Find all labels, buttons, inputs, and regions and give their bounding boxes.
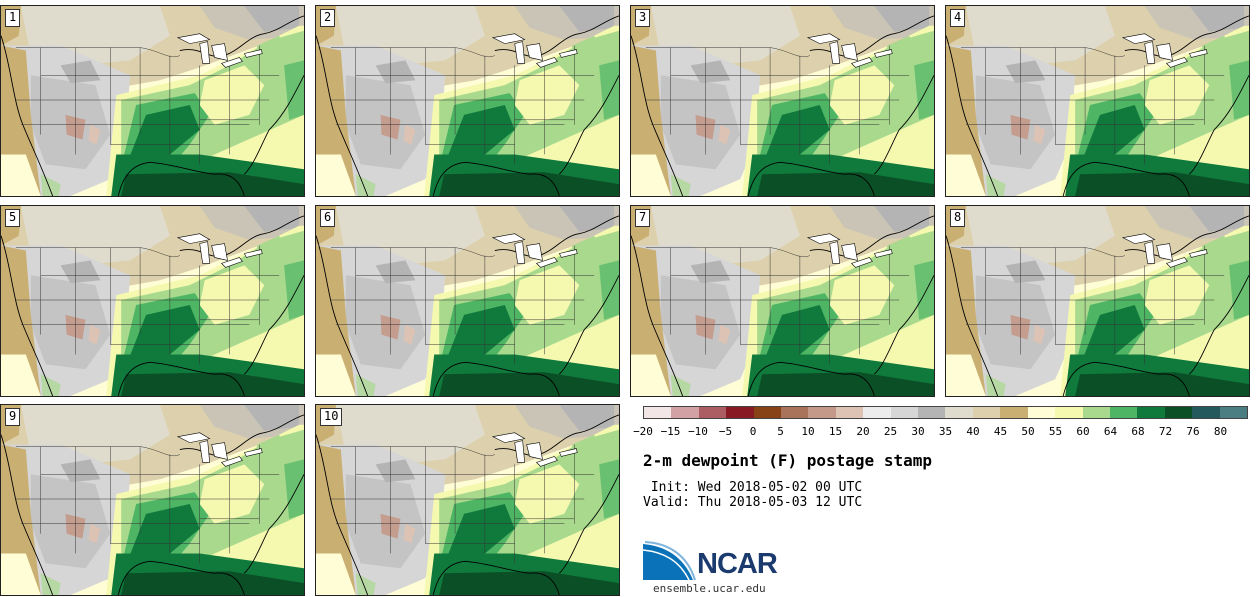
colorbar-swatch [726,407,754,418]
colorbar-tick: 40 [966,425,980,438]
member-map-panel[interactable]: 7 [630,205,935,397]
colorbar-tick: −15 [660,425,681,438]
member-number-label: 9 [5,408,21,426]
colorbar-tick-labels: −20 −15 −10 −5 0 5 10 15 20 25 30 35 40 45 50 55 60 64 68 7… [633,425,1248,439]
dewpoint-map [316,405,619,595]
member-number-label: 10 [320,408,343,426]
colorbar-tick: 50 [1021,425,1035,438]
colorbar-swatch [1055,407,1083,418]
colorbar-swatch [1000,407,1028,418]
colorbar-tick: 60 [1076,425,1090,438]
member-map-panel[interactable]: 10 [315,404,620,596]
dewpoint-map [631,206,934,396]
dewpoint-map [946,6,1249,196]
init-time: Init: Wed 2018-05-02 00 UTC [643,480,863,495]
dewpoint-map [1,6,304,196]
colorbar-swatch [1109,407,1138,418]
dewpoint-map [631,6,934,196]
member-map-panel[interactable]: 4 [945,5,1250,197]
colorbar-tick: 72 [1158,425,1173,438]
member-map-panel[interactable]: 8 [945,205,1250,397]
dewpoint-map [316,206,619,396]
colorbar-tick: 25 [883,425,898,438]
member-map-panel[interactable]: 3 [630,5,935,197]
member-number-label: 4 [950,9,966,27]
colorbar-swatch [781,407,809,418]
colorbar-swatch [1219,407,1247,418]
ncar-logo-text: NCAR [697,548,778,580]
member-map-panel[interactable]: 6 [315,205,620,397]
member-map-panel[interactable]: 5 [0,205,305,397]
ncar-logo [643,541,696,581]
colorbar-swatch [1192,407,1220,418]
colorbar-tick: −10 [688,425,708,438]
colorbar-tick: −5 [718,425,733,438]
colorbar-swatch [1027,407,1056,418]
colorbar-tick: 68 [1131,425,1145,438]
dewpoint-colorbar [643,406,1248,419]
colorbar-swatch [890,407,919,418]
colorbar-swatch [644,407,672,418]
colorbar-swatch [808,407,836,418]
member-number-label: 1 [5,9,21,27]
colorbar-tick: 10 [801,425,815,438]
colorbar-tick: 35 [938,425,953,438]
colorbar-tick: 30 [911,425,925,438]
dewpoint-map [316,6,619,196]
colorbar-swatch [863,407,891,418]
member-number-label: 5 [5,209,21,227]
colorbar-tick: 76 [1186,425,1200,438]
member-map-panel[interactable]: 2 [315,5,620,197]
colorbar-swatch [835,407,864,418]
colorbar-tick: 55 [1048,425,1063,438]
colorbar-swatch [698,407,727,418]
chart-title: 2-m dewpoint (F) postage stamp [643,451,932,470]
colorbar-tick: 64 [1103,425,1118,438]
colorbar-swatch [1164,407,1193,418]
colorbar-swatch [918,407,946,418]
member-map-panel[interactable]: 9 [0,404,305,596]
member-number-label: 7 [635,209,651,227]
dewpoint-map [1,206,304,396]
colorbar-tick: 5 [777,425,784,438]
colorbar-swatch [945,407,973,418]
colorbar-swatch [1082,407,1110,418]
colorbar-tick: 0 [749,425,757,438]
colorbar-tick: −20 [633,425,653,438]
member-number-label: 3 [635,9,651,27]
colorbar-tick: 15 [828,425,843,438]
member-number-label: 2 [320,9,336,27]
valid-time: Valid: Thu 2018-05-03 12 UTC [643,495,863,510]
dewpoint-map [946,206,1249,396]
member-number-label: 6 [320,209,336,227]
colorbar-tick: 80 [1213,425,1228,438]
member-map-panel[interactable]: 1 [0,5,305,197]
colorbar-swatch [753,407,782,418]
colorbar-tick: 45 [993,425,1008,438]
colorbar-swatch [1137,407,1165,418]
member-number-label: 8 [950,209,966,227]
colorbar-swatch [671,407,699,418]
colorbar-tick: 20 [856,425,870,438]
site-url: ensemble.ucar.edu [653,582,766,595]
colorbar-swatch [972,407,1001,418]
dewpoint-map [1,405,304,595]
